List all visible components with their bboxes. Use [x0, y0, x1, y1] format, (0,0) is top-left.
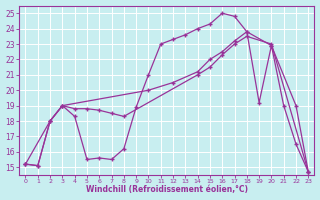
X-axis label: Windchill (Refroidissement éolien,°C): Windchill (Refroidissement éolien,°C): [86, 185, 248, 194]
